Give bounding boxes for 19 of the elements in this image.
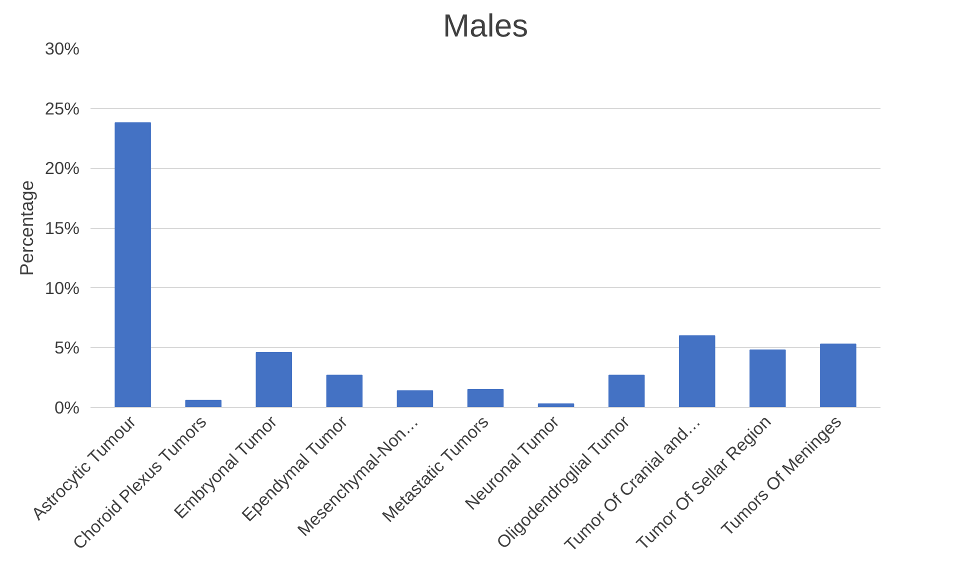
y-tick-label: 30% (44, 38, 80, 58)
bar (326, 374, 363, 408)
bar (467, 389, 504, 408)
bar (185, 400, 222, 408)
bar (750, 350, 786, 408)
y-axis-title: Percentage (16, 180, 37, 276)
y-tick-label: 25% (44, 98, 80, 118)
y-tick-label: 15% (44, 218, 80, 238)
y-tick-label: 0% (54, 398, 80, 418)
y-tick-label: 20% (44, 158, 80, 178)
bar (608, 374, 645, 408)
bar (396, 390, 434, 408)
chart-title: Males (442, 8, 528, 44)
bar (114, 122, 151, 408)
y-tick-label: 10% (44, 278, 80, 298)
y-tick-label: 5% (54, 338, 80, 358)
bar (820, 344, 856, 408)
bar (678, 335, 716, 408)
bar (256, 352, 292, 408)
